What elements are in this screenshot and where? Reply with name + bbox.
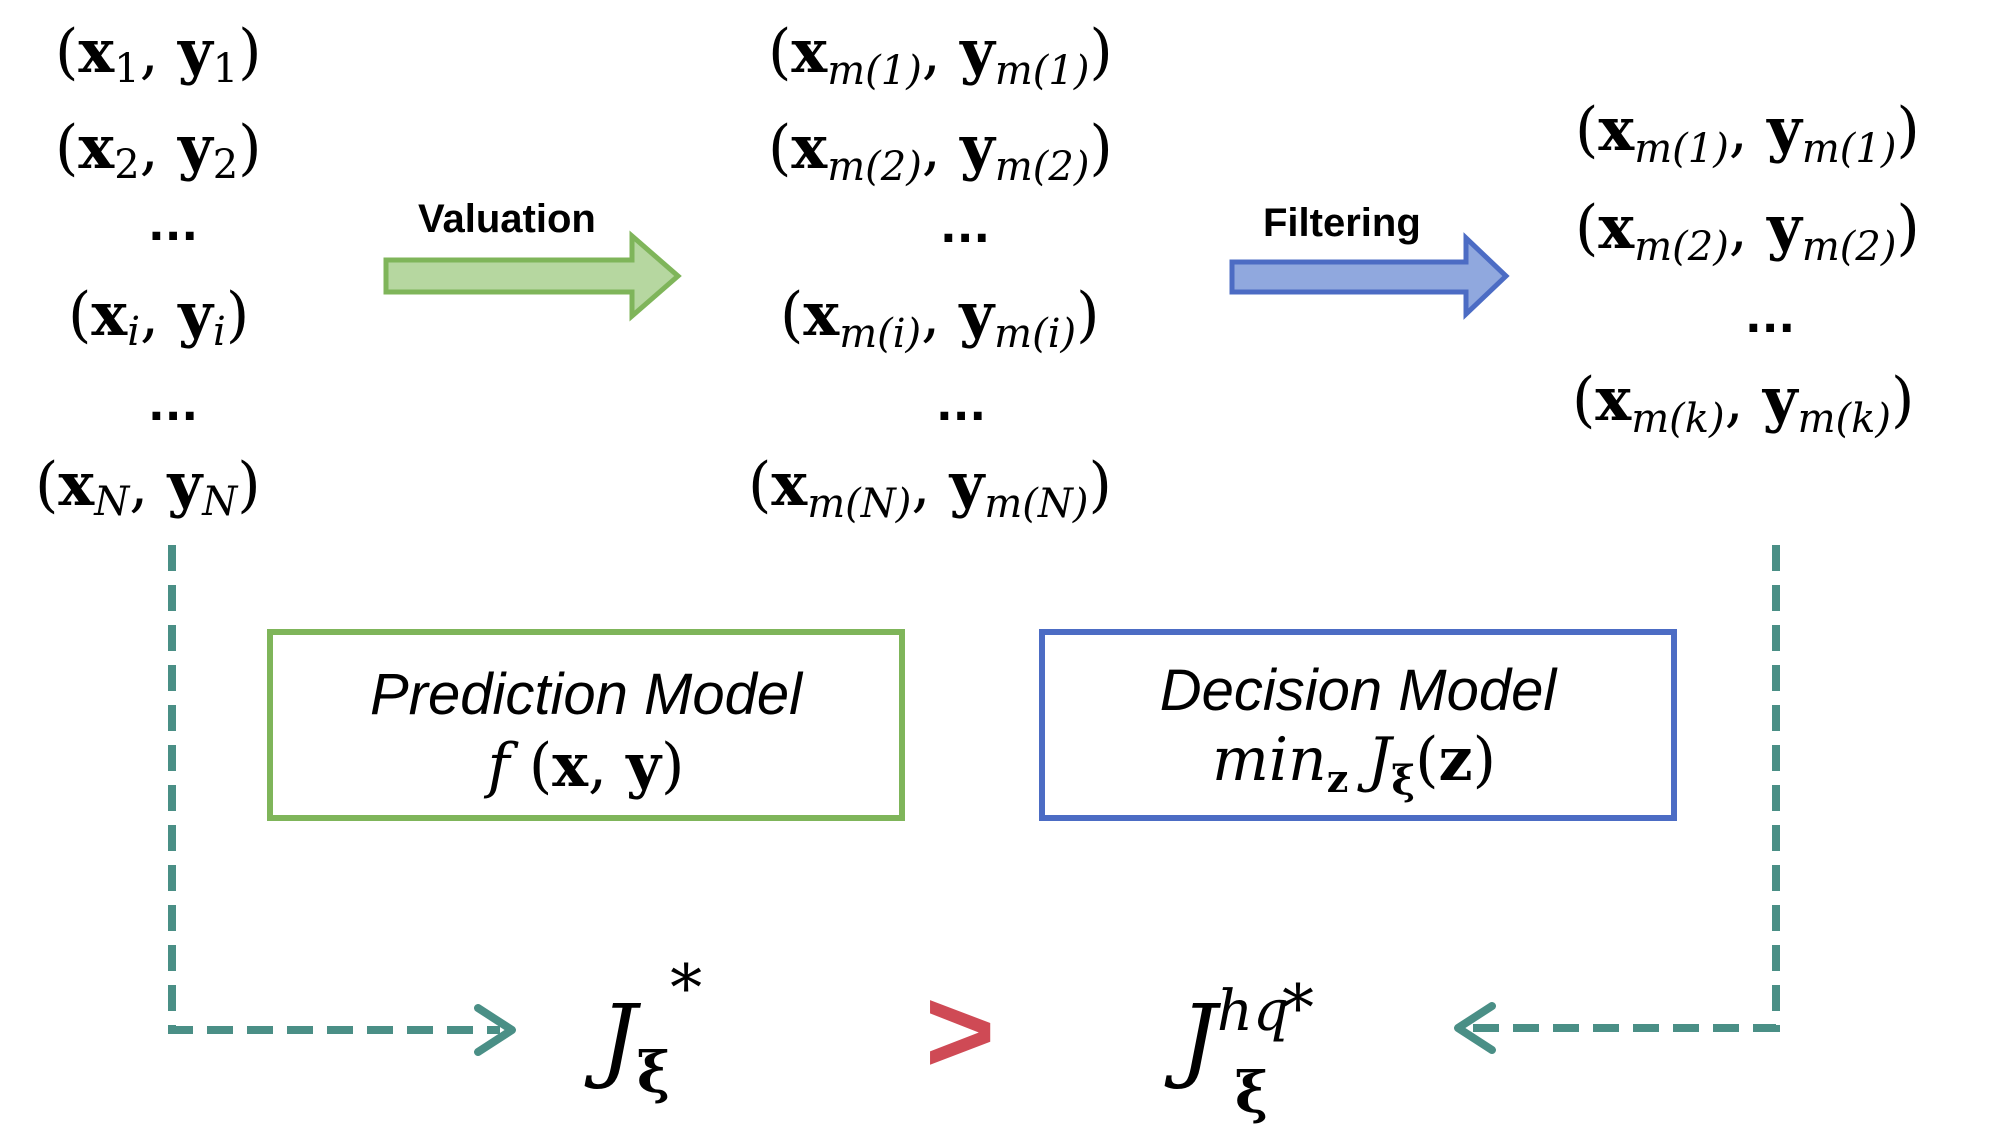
middle-pair-N-ysub: m(N)	[984, 481, 1088, 527]
left-pair-2-y: y	[177, 113, 215, 183]
middle-ellipsis-1: ...	[940, 202, 990, 253]
svg-text:(x2, y2): (x2, y2)	[55, 113, 262, 188]
middle-pair-N: (xm(N), ym(N))	[748, 450, 1112, 527]
svg-text:(xm(2), ym(2)): (xm(2), ym(2))	[768, 113, 1113, 190]
middle-pair-2: (xm(2), ym(2))	[768, 113, 1113, 190]
left-pair-i-y: y	[177, 280, 215, 350]
right-pair-2: (xm(2), ym(2))	[1575, 193, 1920, 270]
middle-pair-2-y: y	[959, 113, 997, 183]
left-pair-N-ysub: N	[201, 479, 239, 525]
left-pair-2: (x2, y2)	[55, 113, 262, 188]
svg-text:(xm(N), ym(N)): (xm(N), ym(N))	[748, 450, 1112, 527]
greater-than-comparator: >	[925, 964, 995, 1098]
left-ellipsis-2: ...	[148, 380, 198, 431]
middle-pair-2-x: x	[791, 113, 828, 183]
right-pair-1-y: y	[1766, 95, 1804, 165]
right-pair-2-y: y	[1766, 193, 1804, 263]
left-dashed-connector	[168, 545, 516, 1056]
left-pair-2-ysub: 2	[213, 142, 238, 188]
left-pair-i: (xi, yi)	[68, 280, 249, 355]
valuation-label: Valuation	[418, 197, 596, 241]
right-dashed-connector	[1454, 545, 1780, 1054]
right-pair-1-xsub: m(1)	[1634, 126, 1729, 172]
left-pair-i-x: x	[91, 280, 128, 350]
right-pair-k: (xm(k), ym(k))	[1572, 365, 1914, 442]
middle-pair-1: (xm(1), ym(1))	[768, 17, 1113, 94]
right-pair-k-x: x	[1595, 365, 1632, 435]
left-ellipsis-1: ...	[148, 200, 198, 251]
filtering-label: Filtering	[1263, 201, 1421, 245]
left-pair-i-ysub: i	[213, 309, 226, 355]
right-pair-2-ysub: m(2)	[1802, 224, 1897, 270]
left-pair-2-x: x	[78, 113, 115, 183]
middle-pair-1-y: y	[959, 17, 997, 87]
middle-pair-i: (xm(i), ym(i))	[780, 280, 1100, 357]
left-pair-2-xsub: 2	[114, 142, 139, 188]
svg-text:(xm(i), ym(i)): (xm(i), ym(i))	[780, 280, 1100, 357]
middle-pair-N-x: x	[771, 450, 808, 520]
right-pair-k-xsub: m(k)	[1631, 396, 1724, 442]
middle-pair-1-ysub: m(1)	[995, 48, 1090, 94]
left-pair-N-y: y	[166, 450, 204, 520]
middle-ellipsis-2: ...	[936, 380, 986, 431]
filtering-arrow: Filtering	[1229, 201, 1510, 320]
left-pair-1-ysub: 1	[213, 46, 238, 92]
valuation-arrow: Valuation	[383, 197, 682, 322]
middle-pair-1-x: x	[791, 17, 828, 87]
left-pair-N: (xN, yN)	[35, 450, 261, 525]
left-pair-i-xsub: i	[127, 309, 140, 355]
right-pair-1-x: x	[1598, 95, 1635, 165]
right-objective: Jhq ξ*	[1164, 972, 1314, 1126]
left-pair-N-xsub: N	[93, 479, 131, 525]
middle-pair-i-xsub: m(i)	[839, 311, 921, 357]
right-pair-1: (xm(1), ym(1))	[1575, 95, 1920, 172]
right-pair-k-ysub: m(k)	[1798, 396, 1891, 442]
left-pair-1-y: y	[177, 17, 215, 87]
bottom-comparison: Jξ* > Jhq ξ*	[584, 952, 1314, 1126]
middle-pair-2-xsub: m(2)	[827, 144, 922, 190]
prediction-model-title: Prediction Model	[370, 662, 804, 727]
middle-pair-N-xsub: m(N)	[807, 481, 911, 527]
middle-pair-1-xsub: m(1)	[827, 48, 922, 94]
decision-model-formula: minz Jξ(z)	[1212, 725, 1496, 804]
middle-pair-2-ysub: m(2)	[995, 144, 1090, 190]
right-ellipsis: ...	[1745, 292, 1795, 343]
decision-model-title: Decision Model	[1160, 658, 1559, 723]
middle-pair-i-ysub: m(i)	[994, 311, 1076, 357]
prediction-model-box: Prediction Model f (x, y)	[267, 629, 905, 821]
svg-text:(xm(k), ym(k)): (xm(k), ym(k))	[1572, 365, 1914, 442]
right-pair-k-y: y	[1762, 365, 1800, 435]
right-pair-2-x: x	[1598, 193, 1635, 263]
svg-text:(xm(2), ym(2)): (xm(2), ym(2))	[1575, 193, 1920, 270]
right-pair-2-xsub: m(2)	[1634, 224, 1729, 270]
middle-pair-i-y: y	[958, 280, 996, 350]
left-column: (x1, y1) (x2, y2) ... (xi, yi) ... (xN, …	[35, 17, 262, 525]
svg-text:(xi, yi): (xi, yi)	[68, 280, 249, 355]
left-pair-1-xsub: 1	[114, 46, 139, 92]
right-pair-1-ysub: m(1)	[1802, 126, 1897, 172]
middle-column: (xm(1), ym(1)) (xm(2), ym(2)) ... (xm(i)…	[748, 17, 1113, 527]
left-pair-1: (x1, y1)	[55, 17, 262, 92]
decision-model-box: Decision Model minz Jξ(z)	[1039, 629, 1677, 821]
left-pair-1-x: x	[78, 17, 115, 87]
middle-pair-N-y: y	[949, 450, 987, 520]
middle-pair-i-x: x	[803, 280, 840, 350]
left-pair-N-x: x	[58, 450, 95, 520]
svg-text:(xN, yN): (xN, yN)	[35, 450, 261, 525]
left-objective: Jξ*	[584, 952, 702, 1106]
svg-text:(x1, y1): (x1, y1)	[55, 17, 262, 92]
right-column: (xm(1), ym(1)) (xm(2), ym(2)) ... (xm(k)…	[1572, 95, 1920, 442]
svg-text:(xm(1), ym(1)): (xm(1), ym(1))	[1575, 95, 1920, 172]
prediction-model-formula: f (x, y)	[484, 731, 685, 801]
svg-text:(xm(1), ym(1)): (xm(1), ym(1))	[768, 17, 1113, 94]
